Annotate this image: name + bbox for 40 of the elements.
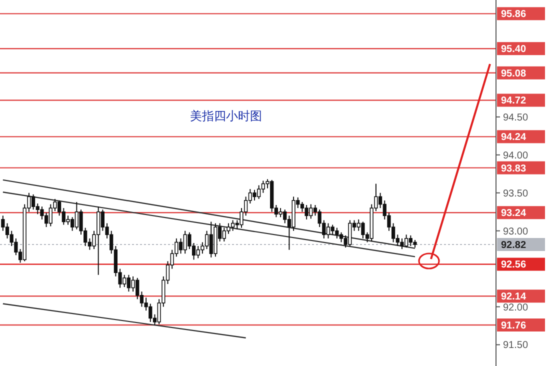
- ref-line-label: 95.08: [501, 68, 526, 80]
- candlestick: [66, 215, 70, 226]
- candlestick: [178, 238, 183, 254]
- ref-line-label: 92.14: [501, 292, 526, 303]
- ref-line-label: 91.76: [501, 320, 526, 332]
- ref-line-label: 93.24: [501, 208, 526, 220]
- candlestick: [126, 274, 131, 292]
- ref-line-label: 95.86: [501, 9, 526, 20]
- candlestick: [131, 276, 135, 292]
- candlestick: [40, 206, 44, 220]
- ref-line-label: 93.83: [501, 163, 526, 174]
- y-tick-label: 94.50: [503, 112, 528, 124]
- candlestick: [252, 189, 256, 201]
- candlestick: [339, 232, 344, 243]
- candlestick: [361, 221, 365, 239]
- ref-line-label: 94.72: [501, 96, 526, 107]
- candlestick: [204, 230, 209, 250]
- ref-line-label: 94.24: [501, 132, 526, 144]
- candlestick: [278, 208, 282, 218]
- candlestick: [400, 238, 404, 250]
- y-tick-label: 91.50: [503, 340, 528, 352]
- y-tick-label: 94.00: [503, 150, 528, 162]
- candlestick: [1, 215, 5, 232]
- candlestick: [330, 224, 334, 236]
- y-tick-label: 93.50: [503, 188, 528, 200]
- candlestick: [300, 201, 304, 212]
- ref-line-label: 92.82: [501, 240, 526, 252]
- candlestick: [31, 194, 36, 210]
- candlestick: [335, 227, 339, 239]
- ref-line-label: 95.40: [501, 44, 526, 56]
- candlestick: [304, 204, 308, 220]
- y-tick-label: 93.00: [503, 226, 528, 238]
- candlestick: [14, 238, 18, 256]
- candlestick: [148, 303, 152, 322]
- candlestick: [348, 220, 352, 247]
- ref-line-label: 92.56: [501, 260, 526, 271]
- candlestick: [5, 222, 10, 239]
- candlestick: [326, 222, 330, 239]
- y-tick-label: 92.00: [503, 302, 528, 314]
- text: 美指四小时图: [190, 109, 262, 123]
